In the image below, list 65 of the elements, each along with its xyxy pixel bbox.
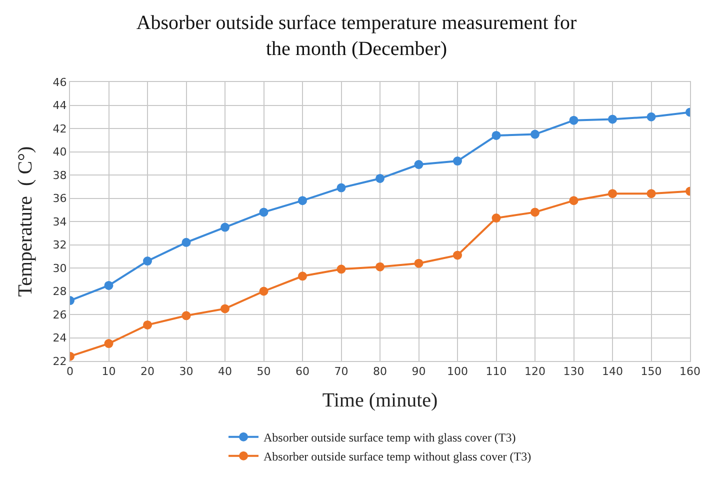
legend-label: Absorber outside surface temp without glass cover (T3) xyxy=(264,450,532,464)
x-tick-label: 130 xyxy=(563,365,584,378)
y-tick-label: 44 xyxy=(52,99,67,112)
x-tick-label: 120 xyxy=(524,365,546,378)
y-axis-title: Temperature ( C°) xyxy=(14,146,36,297)
x-tick-label: 150 xyxy=(640,365,662,378)
point xyxy=(530,130,540,139)
point xyxy=(376,262,384,272)
x-tick-label: 90 xyxy=(412,365,426,378)
x-tick-label: 60 xyxy=(296,365,310,378)
y-tick-label: 46 xyxy=(52,76,67,89)
point xyxy=(298,196,307,206)
x-tick-label: 70 xyxy=(334,365,348,378)
y-tick-label: 32 xyxy=(52,238,67,252)
legend-label: Absorber outside surface temp with glass cover (T3) xyxy=(264,430,516,445)
x-tick-label: 50 xyxy=(256,365,271,378)
point xyxy=(608,114,617,124)
y-tick-label: 24 xyxy=(52,332,67,345)
y-tick-label: 30 xyxy=(52,262,67,275)
y-tick-label: 26 xyxy=(52,308,67,322)
y-tick-label: 34 xyxy=(52,215,67,228)
point xyxy=(376,174,384,183)
x-tick-label: 20 xyxy=(140,365,154,378)
point xyxy=(530,208,540,217)
point xyxy=(453,156,462,166)
point xyxy=(182,311,191,320)
y-tick-label: 36 xyxy=(52,192,67,206)
y-tick-label: 28 xyxy=(52,285,67,298)
chart-title: Absorber outside surface temperature measurement for the month (December) xyxy=(136,12,578,60)
point xyxy=(646,189,656,198)
point xyxy=(492,130,501,140)
point xyxy=(569,196,578,206)
y-tick-label: 22 xyxy=(52,354,67,368)
x-tick-label: 140 xyxy=(602,365,623,378)
point xyxy=(104,280,114,290)
point xyxy=(414,258,424,268)
point xyxy=(336,264,346,274)
point xyxy=(220,304,230,314)
point xyxy=(298,272,307,281)
point xyxy=(143,256,152,266)
x-tick-label: 40 xyxy=(218,365,232,378)
x-tick-label: 0 xyxy=(66,365,74,378)
point xyxy=(414,160,424,170)
point xyxy=(492,214,501,223)
y-tick-label: 42 xyxy=(52,122,67,136)
x-tick-label: 160 xyxy=(680,365,700,378)
x-tick-label: 100 xyxy=(447,365,468,378)
point xyxy=(259,286,268,296)
y-tick-label: 40 xyxy=(52,146,67,159)
y-tick-label: 38 xyxy=(52,168,67,182)
point xyxy=(182,238,191,247)
x-tick-label: 110 xyxy=(486,365,507,378)
point xyxy=(143,320,152,330)
point xyxy=(646,112,656,122)
point xyxy=(104,339,114,348)
x-tick-label: 30 xyxy=(179,365,194,378)
point xyxy=(220,222,230,232)
x-tick-label: 10 xyxy=(102,365,116,378)
point xyxy=(569,116,578,125)
point xyxy=(336,183,346,192)
x-tick-label: 80 xyxy=(373,365,387,378)
point xyxy=(453,250,462,260)
x-axis-title: Time (minute) xyxy=(322,390,438,412)
point xyxy=(608,189,617,198)
point xyxy=(259,208,268,217)
